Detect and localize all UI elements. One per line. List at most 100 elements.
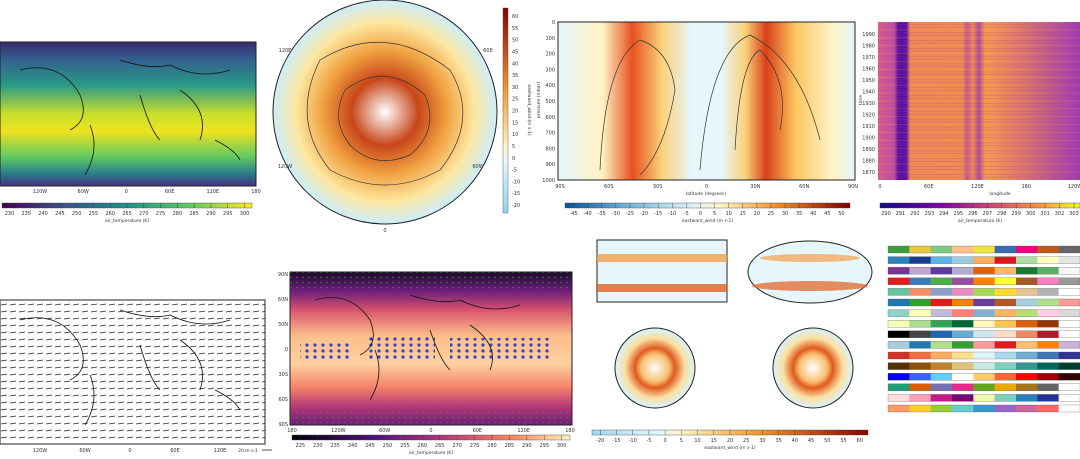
colour-swatch xyxy=(930,330,953,338)
colour-swatch xyxy=(888,341,910,349)
colorbar-label: eastward_wind (m s-1) xyxy=(682,218,733,224)
colour-swatch xyxy=(952,288,974,296)
colour-swatch xyxy=(973,309,995,317)
colour-swatch xyxy=(1037,267,1059,275)
y-tick-label: 800 xyxy=(545,146,555,152)
stipple-region xyxy=(300,342,350,360)
colorbar-tick-label: 0 xyxy=(699,211,702,217)
colorbar-label: air_temperature (K) xyxy=(409,450,454,456)
colour-swatch xyxy=(930,405,953,412)
colorbar-tick-label: -20 xyxy=(596,438,604,444)
colour-swatch xyxy=(1016,267,1038,275)
y-tick-label: 60S xyxy=(278,397,288,403)
jet-band xyxy=(752,281,868,291)
jet-band xyxy=(597,254,727,262)
colorbar-tick-label: -10 xyxy=(629,438,637,444)
colorbar-tick-label: 40 xyxy=(810,211,816,217)
x-tick-label: 120E xyxy=(517,428,530,434)
colorbar-tick-label: 15 xyxy=(740,211,746,217)
colour-swatch xyxy=(888,299,910,306)
colorbar-tick-label: 265 xyxy=(122,211,132,217)
colour-swatch xyxy=(930,383,953,391)
colorbar-tick-label: 225 xyxy=(296,443,306,449)
colour-swatch xyxy=(1037,309,1059,317)
colour-swatch xyxy=(994,256,1017,264)
colour-swatch xyxy=(930,267,953,275)
colour-swatch xyxy=(994,405,1017,412)
longitude-label: 120W xyxy=(278,164,293,170)
panel-multi-projection xyxy=(596,239,873,409)
panel-global-map-stippled xyxy=(289,271,573,426)
colour-swatch xyxy=(973,277,995,285)
colour-swatch xyxy=(1058,256,1080,264)
x-tick-label: 30N xyxy=(750,184,760,190)
x-tick-label: 60S xyxy=(604,184,614,190)
y-tick-label: 200 xyxy=(545,52,555,58)
colour-swatch xyxy=(1016,405,1038,412)
colour-swatch xyxy=(1037,373,1059,381)
colour-swatch xyxy=(1037,362,1059,370)
colour-swatch xyxy=(1016,246,1038,253)
colorbar-tick-label: 240 xyxy=(348,443,358,449)
colorbar-tick-label: 45 xyxy=(824,211,830,217)
x-tick-label: 120W xyxy=(33,448,48,454)
x-axis-label: latitude (degrees) xyxy=(686,191,727,197)
colorbar-tick-label: 25 xyxy=(512,97,518,103)
x-tick-label: 60E xyxy=(165,189,175,195)
cylindrical-map xyxy=(596,239,728,303)
x-tick-label: 120W xyxy=(1068,184,1080,190)
y-tick-label: 60N xyxy=(278,297,288,303)
contours xyxy=(306,41,464,186)
colorbar-tick-label: 0 xyxy=(512,156,515,162)
longitude-label: 0 xyxy=(383,228,386,234)
colour-swatch xyxy=(1058,320,1080,328)
colour-swatch xyxy=(930,373,953,381)
colour-swatch xyxy=(1058,352,1080,359)
y-tick-label: 1880 xyxy=(862,159,875,165)
colour-swatch xyxy=(994,352,1017,359)
colour-swatch xyxy=(909,309,931,317)
colour-swatch xyxy=(994,277,1017,285)
colorbar-tick-label: -10 xyxy=(512,179,520,185)
colour-swatch xyxy=(952,320,974,328)
colour-swatch xyxy=(973,256,995,264)
x-tick-label: 120E xyxy=(971,184,984,190)
colorbar-tick-label: -15 xyxy=(612,438,620,444)
colorbar-tick-label: 40 xyxy=(792,438,798,444)
colour-swatch xyxy=(1058,373,1080,381)
colour-swatch xyxy=(1016,256,1038,264)
x-tick-label: 0 xyxy=(705,184,708,190)
colorbar-tick-label: 45 xyxy=(808,438,814,444)
colour-swatch xyxy=(1037,256,1059,264)
colorbar-tick-label: 10 xyxy=(512,132,518,138)
colorbar-tick-label: -5 xyxy=(646,438,651,444)
colour-swatch xyxy=(973,267,995,275)
colour-swatch xyxy=(888,383,910,391)
colour-swatch xyxy=(909,352,931,359)
colorbar-tick-label: 299 xyxy=(1011,211,1021,217)
jet-band xyxy=(760,254,860,262)
colorbar-tick-label: 295 xyxy=(954,211,964,217)
colour-swatch xyxy=(1037,394,1059,402)
colour-scale-row xyxy=(887,404,1080,413)
colour-swatch xyxy=(888,309,910,317)
colour-swatch xyxy=(1037,341,1059,349)
colour-swatch xyxy=(994,320,1017,328)
colorbar-tick-label: -5 xyxy=(512,168,517,174)
colorbar-label: air_temperature (K) xyxy=(958,218,1003,224)
colour-swatch xyxy=(909,373,931,381)
colorbar-tick-label: 292 xyxy=(910,211,920,217)
colorbar-tick-label: 250 xyxy=(72,211,82,217)
hovmoller-field xyxy=(878,22,1080,180)
colorbar-tick-label: 293 xyxy=(925,211,935,217)
x-tick-label: 120W xyxy=(331,428,346,434)
colorbar-tick-label: -45 xyxy=(569,211,577,217)
colorbar-tick-label: 10 xyxy=(725,211,731,217)
colorbar-tick-label: 255 xyxy=(400,443,410,449)
stipple-top xyxy=(290,272,572,292)
longitude-label: 60E xyxy=(483,48,493,54)
colour-scale-row xyxy=(887,383,1080,391)
colorbar-tick-label: 290 xyxy=(522,443,532,449)
colorbar-tick-label: 270 xyxy=(452,443,462,449)
